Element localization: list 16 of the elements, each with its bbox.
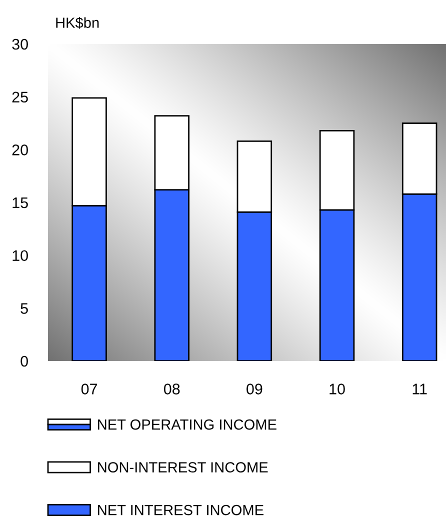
y-tick-label: 15 bbox=[12, 198, 28, 208]
x-tick-label: 11 bbox=[412, 384, 427, 394]
y-axis-title: HK$bn bbox=[56, 16, 99, 29]
legend-label: NON-INTEREST INCOME bbox=[98, 462, 268, 472]
y-tick-label: 30 bbox=[12, 38, 28, 50]
x-tick-label: 07 bbox=[81, 384, 98, 394]
y-tick-label: 0 bbox=[20, 356, 28, 367]
text: NET OPERATING INCOME bbox=[98, 419, 276, 430]
y-tick-label: 20 bbox=[12, 144, 28, 156]
x-tick-label: 09 bbox=[246, 384, 262, 394]
y-tick-label: 5 bbox=[20, 303, 28, 314]
y-tick-label: 10 bbox=[12, 250, 28, 262]
x-tick-label: 08 bbox=[164, 384, 180, 394]
legend-label: NET INTEREST INCOME bbox=[98, 504, 264, 516]
y-tick-label: 25 bbox=[12, 92, 28, 103]
x-tick-label: 10 bbox=[330, 384, 345, 394]
